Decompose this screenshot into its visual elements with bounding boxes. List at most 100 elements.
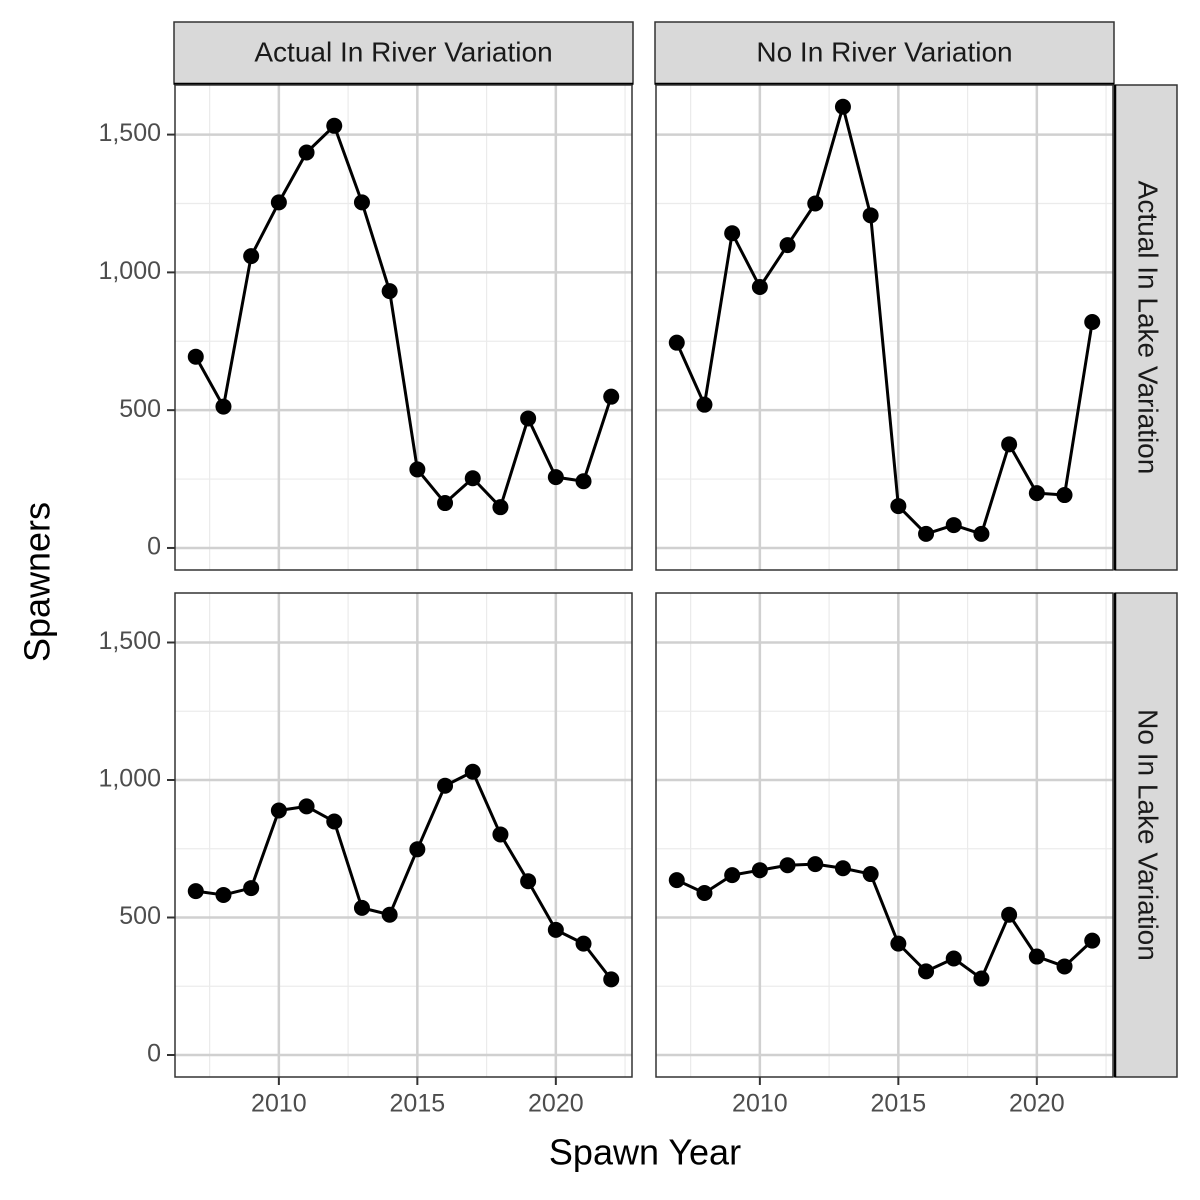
y-tick-label: 500 bbox=[119, 902, 161, 930]
strip-label: No In Lake Variation bbox=[1133, 709, 1164, 961]
point bbox=[464, 470, 481, 487]
point bbox=[298, 798, 315, 815]
point bbox=[751, 278, 768, 295]
strip-label: Actual In River Variation bbox=[254, 36, 552, 67]
panel-border bbox=[174, 592, 633, 1078]
line bbox=[194, 124, 613, 509]
point bbox=[918, 525, 935, 542]
point bbox=[779, 857, 796, 874]
panel-background bbox=[175, 593, 632, 1077]
y-tick-label: 1,500 bbox=[98, 627, 161, 655]
point bbox=[547, 921, 564, 938]
y-tick-label: 500 bbox=[119, 395, 161, 423]
x-tick-label: 2010 bbox=[251, 1090, 307, 1118]
line bbox=[676, 862, 1094, 981]
point bbox=[187, 883, 204, 900]
point bbox=[437, 777, 454, 794]
point bbox=[437, 495, 454, 512]
point bbox=[862, 866, 879, 883]
point bbox=[834, 98, 851, 115]
point bbox=[1056, 958, 1073, 975]
point bbox=[696, 885, 713, 902]
line bbox=[195, 770, 613, 981]
point bbox=[807, 856, 824, 873]
point bbox=[1056, 487, 1073, 504]
point bbox=[807, 195, 824, 212]
point bbox=[270, 194, 287, 211]
point bbox=[1028, 948, 1045, 965]
point bbox=[1001, 436, 1018, 453]
point bbox=[696, 396, 713, 413]
point bbox=[668, 872, 685, 889]
point bbox=[973, 970, 990, 987]
point bbox=[575, 473, 592, 490]
point bbox=[890, 498, 907, 515]
point bbox=[326, 117, 343, 134]
y-tick-label: 1,000 bbox=[98, 765, 161, 793]
point bbox=[945, 517, 962, 534]
point bbox=[187, 348, 204, 365]
x-tick-label: 2015 bbox=[871, 1090, 927, 1118]
point bbox=[862, 207, 879, 224]
point bbox=[834, 860, 851, 877]
point bbox=[270, 802, 287, 819]
point bbox=[603, 388, 620, 405]
point bbox=[243, 248, 260, 265]
y-tick-label: 0 bbox=[147, 533, 161, 561]
point bbox=[464, 763, 481, 780]
x-tick-label: 2010 bbox=[732, 1090, 788, 1118]
y-axis-title: Spawners bbox=[17, 502, 58, 662]
line bbox=[675, 105, 1094, 536]
point bbox=[492, 826, 509, 843]
x-axis-title: Spawn Year bbox=[549, 1132, 741, 1173]
panel-border bbox=[655, 592, 1114, 1078]
point bbox=[918, 963, 935, 980]
point bbox=[520, 410, 537, 427]
point bbox=[779, 237, 796, 254]
point bbox=[243, 880, 260, 897]
point bbox=[381, 283, 398, 300]
x-tick-label: 2020 bbox=[528, 1090, 584, 1118]
panel-background bbox=[656, 85, 1113, 570]
x-tick-label: 2020 bbox=[1009, 1090, 1065, 1118]
point bbox=[215, 398, 232, 415]
strip bbox=[1114, 592, 1178, 1078]
point bbox=[353, 899, 370, 916]
point bbox=[945, 950, 962, 967]
strip-label: No In River Variation bbox=[756, 36, 1012, 67]
point bbox=[492, 499, 509, 516]
point bbox=[973, 525, 990, 542]
panel-background bbox=[656, 593, 1113, 1077]
point bbox=[575, 935, 592, 952]
point bbox=[409, 841, 426, 858]
point bbox=[1001, 906, 1018, 923]
strip bbox=[173, 21, 634, 85]
y-tick-label: 1,500 bbox=[98, 119, 161, 147]
point bbox=[547, 469, 564, 486]
strip-label: Actual In Lake Variation bbox=[1133, 181, 1164, 475]
point bbox=[353, 194, 370, 211]
point bbox=[603, 971, 620, 988]
point bbox=[520, 873, 537, 890]
point bbox=[751, 862, 768, 879]
panel-border bbox=[174, 84, 633, 571]
point bbox=[326, 813, 343, 830]
point bbox=[668, 334, 685, 351]
x-tick-label: 2015 bbox=[390, 1090, 446, 1118]
y-tick-label: 0 bbox=[147, 1040, 161, 1068]
panel-background bbox=[175, 85, 632, 570]
point bbox=[724, 867, 741, 884]
point bbox=[890, 935, 907, 952]
point bbox=[1028, 485, 1045, 502]
point bbox=[1084, 313, 1101, 330]
point bbox=[409, 461, 426, 478]
point bbox=[724, 225, 741, 242]
panel-border bbox=[655, 84, 1114, 571]
y-tick-label: 1,000 bbox=[98, 257, 161, 285]
strip bbox=[1114, 84, 1178, 571]
point bbox=[1084, 932, 1101, 949]
point bbox=[381, 906, 398, 923]
point bbox=[298, 144, 315, 161]
point bbox=[215, 886, 232, 903]
